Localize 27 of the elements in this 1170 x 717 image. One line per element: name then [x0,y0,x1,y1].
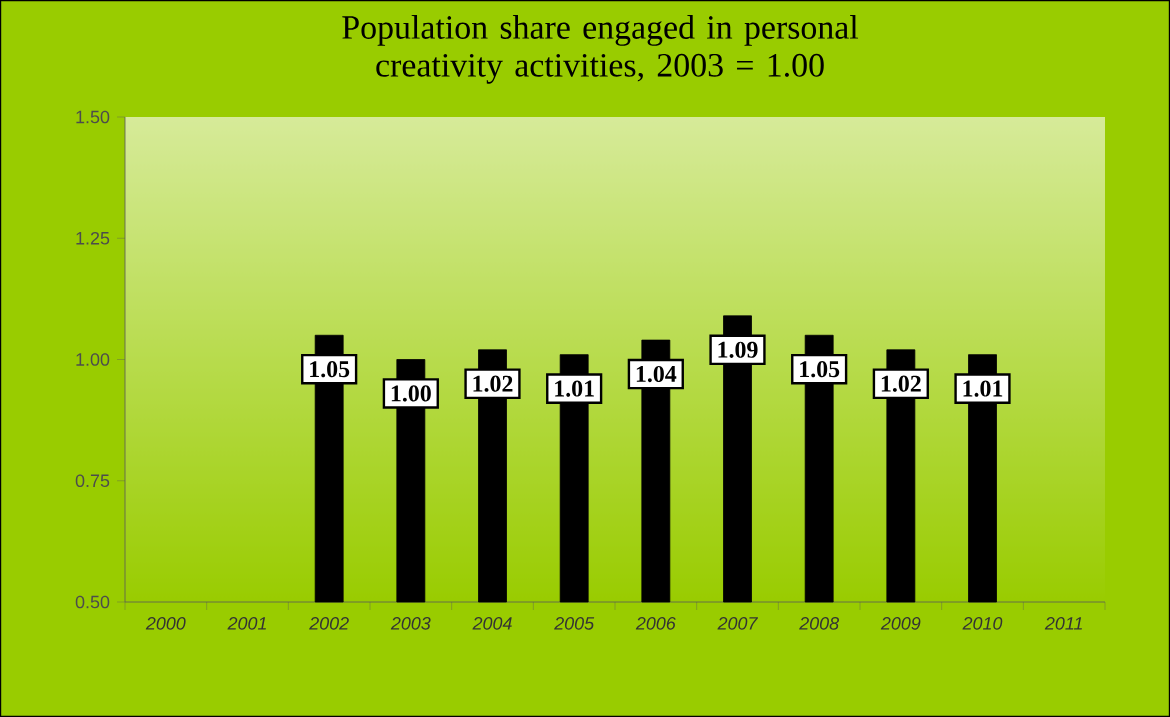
y-tick-label: 1.00 [76,353,110,366]
data-label: 1.01 [555,380,594,397]
x-tick-label: 2002 [309,617,349,630]
data-label: 1.00 [391,385,431,402]
data-label: 1.02 [881,375,921,392]
x-tick-label: 2005 [554,617,595,630]
x-tick-label: 2010 [962,617,1003,630]
x-tick-label: 2007 [717,617,758,630]
y-tick-label: 0.75 [75,474,110,488]
x-tick-label: 2004 [472,617,512,630]
data-label: 1.04 [636,365,677,383]
chart-title: Population share engaged in personal creativity activities, 2003 = 1.00 [342,15,859,84]
x-tick-label: 2000 [145,617,186,630]
x-tick-label: 2001 [227,617,266,630]
data-label: 1.05 [800,361,840,378]
x-tick-label: 2008 [799,617,840,630]
y-tick-label: 1.25 [76,231,110,245]
x-tick-label: 2011 [1044,617,1082,630]
x-tick-label: 2009 [880,617,921,630]
data-label: 1.01 [963,380,1003,397]
y-tick-label: 0.50 [75,595,110,609]
x-tick-label: 2003 [390,617,431,630]
y-tick-label: 1.50 [76,110,110,124]
data-label: 1.09 [718,341,758,358]
x-tick-label: 2006 [635,617,676,630]
data-label: 1.05 [310,361,350,378]
data-label: 1.02 [473,375,513,392]
